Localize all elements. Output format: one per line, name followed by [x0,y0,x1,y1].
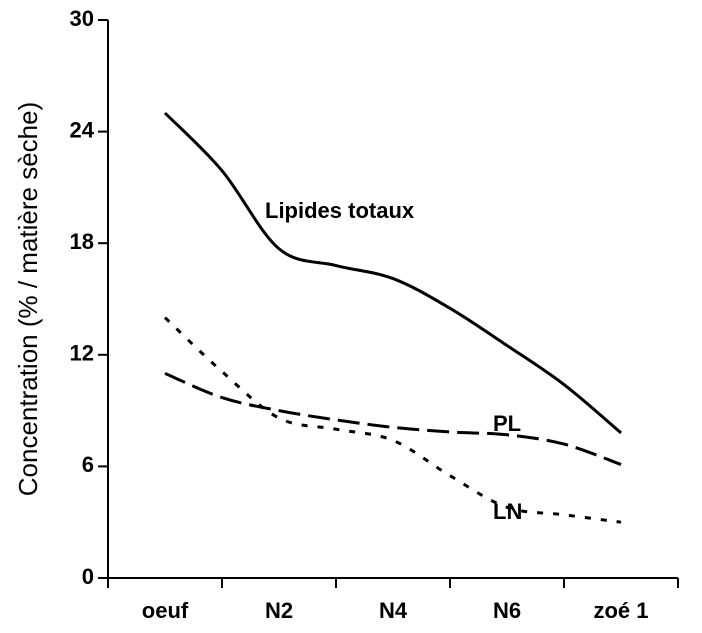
x-tick-label: N6 [493,598,521,623]
series-label: LN [493,499,522,524]
series-label: PL [493,411,521,436]
y-tick-label: 6 [82,452,94,477]
series-line [163,316,622,524]
y-axis-label: Concentration (% / matière sèche) [13,102,43,497]
y-tick-label: 30 [70,6,94,31]
y-tick-label: 12 [70,341,94,366]
series-label: Lipides totaux [265,198,415,223]
series-line [164,372,622,466]
x-tick-label: oeuf [142,598,189,623]
y-tick-label: 0 [82,564,94,589]
x-tick-label: N2 [265,598,293,623]
y-tick-label: 24 [70,117,95,142]
x-tick-label: N4 [379,598,408,623]
y-tick-label: 18 [70,229,94,254]
series-line [163,111,622,435]
x-tick-label: zoé 1 [593,598,648,623]
